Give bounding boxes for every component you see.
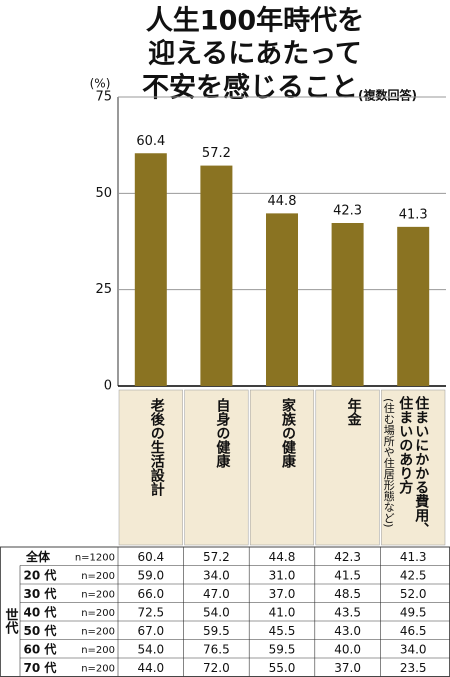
bar	[134, 153, 167, 386]
table-cell: 23.5	[400, 661, 427, 675]
category-box	[249, 389, 315, 546]
row-label: 20 代	[24, 567, 57, 582]
table-cell: 46.5	[400, 624, 427, 638]
table-cell: 34.0	[203, 568, 230, 582]
category-box	[315, 389, 380, 546]
category-box	[184, 389, 249, 546]
table-cell: 41.0	[269, 605, 296, 619]
y-tick-label: 75	[95, 90, 112, 105]
row-label: 50 代	[24, 623, 57, 638]
y-tick-label: 25	[95, 282, 112, 297]
table-cell: 59.5	[203, 624, 230, 638]
chart-title: 人生100年時代を	[146, 5, 364, 37]
table-cell: 44.8	[269, 550, 296, 564]
table-cell: 42.3	[334, 550, 361, 564]
table-cell: 48.5	[334, 587, 361, 601]
category-note: (住む場所や住居形態など)	[382, 398, 396, 528]
y-tick-label: 0	[104, 379, 112, 394]
table-cell: 47.0	[203, 587, 230, 601]
row-sample: n=1200	[75, 552, 115, 563]
chart-title: 迎えるにあたって	[148, 39, 362, 70]
table-cell: 41.5	[334, 568, 361, 582]
table-cell: 34.0	[400, 642, 427, 656]
row-sample: n=200	[81, 645, 115, 656]
table-cell: 37.0	[334, 661, 361, 675]
bar	[266, 213, 298, 386]
table-cell: 59.5	[269, 642, 296, 656]
x-tick-label: 住まいにかかる費用、住まいのあり方	[397, 396, 430, 536]
table-cell: 45.5	[269, 624, 296, 638]
bar	[331, 223, 364, 386]
x-tick-label: 自身の健康	[214, 398, 231, 468]
value-label: 44.8	[268, 194, 297, 209]
table-cell: 72.5	[137, 605, 164, 619]
table-cell: 60.4	[137, 550, 164, 564]
value-label: 57.2	[202, 146, 231, 161]
row-sample: n=200	[81, 663, 115, 674]
y-tick-label: 50	[95, 186, 112, 201]
table-cell: 41.3	[400, 550, 427, 564]
value-label: 41.3	[399, 207, 428, 222]
table-cell: 54.0	[137, 642, 164, 656]
row-sample: n=200	[81, 589, 115, 600]
table-cell: 52.0	[400, 587, 427, 601]
table-cell: 43.0	[334, 624, 361, 638]
chart-title: 不安を感じること	[142, 72, 358, 104]
table-frame	[0, 546, 450, 677]
table-cell: 42.5	[400, 568, 427, 582]
table-cell: 37.0	[269, 587, 296, 601]
value-label: 60.4	[136, 134, 165, 149]
table-cell: 43.5	[334, 605, 361, 619]
bar	[397, 226, 430, 386]
table-cell: 66.0	[137, 587, 164, 601]
table-cell: 49.5	[400, 605, 427, 619]
bar	[200, 165, 233, 386]
table-cell: 59.0	[137, 568, 164, 582]
category-box	[118, 389, 183, 546]
row-label: 全体	[25, 549, 51, 564]
row-label: 30 代	[24, 586, 57, 601]
value-label: 42.3	[333, 204, 362, 219]
table-cell: 44.0	[137, 661, 164, 675]
row-sample: n=200	[81, 608, 115, 619]
row-label: 70 代	[24, 660, 57, 675]
table-cell: 40.0	[334, 642, 361, 656]
table-group-label: 世代	[3, 607, 20, 635]
category-box	[381, 389, 446, 546]
table-cell: 72.0	[203, 661, 230, 675]
x-tick-label: 年金	[345, 398, 362, 426]
table-cell: 76.5	[203, 642, 230, 656]
table-cell: 31.0	[269, 568, 296, 582]
table-cell: 55.0	[269, 661, 296, 675]
y-axis-label: (%)	[90, 77, 111, 91]
x-tick-label: 家族の健康	[280, 398, 296, 468]
chart-subtitle: (複数回答)	[358, 88, 417, 103]
table-cell: 54.0	[203, 605, 230, 619]
row-sample: n=200	[81, 626, 115, 637]
row-sample: n=200	[81, 571, 115, 582]
row-label: 60 代	[24, 641, 57, 656]
row-label: 40 代	[24, 604, 57, 619]
x-tick-label: 老後の生活設計	[148, 398, 165, 496]
table-cell: 57.2	[203, 550, 230, 564]
table-cell: 67.0	[137, 624, 164, 638]
